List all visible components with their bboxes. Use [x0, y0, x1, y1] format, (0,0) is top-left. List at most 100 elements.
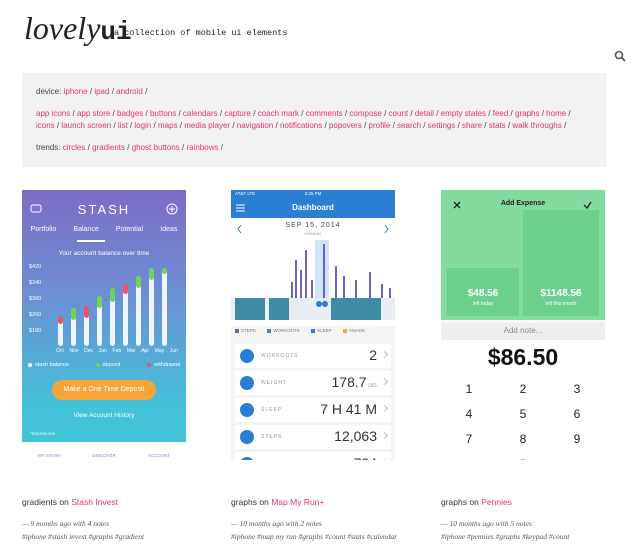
separator: /	[541, 109, 544, 118]
filter-link[interactable]: home	[546, 109, 567, 118]
row-label: SLEEP	[261, 407, 283, 413]
tag[interactable]: #count	[548, 532, 570, 541]
search-icon[interactable]	[614, 50, 626, 62]
row-icon	[240, 430, 254, 444]
tag[interactable]: #iphone	[231, 532, 256, 541]
filter-link[interactable]: popovers	[328, 121, 362, 130]
filter-link[interactable]: walk throughs	[512, 121, 562, 130]
filter-link[interactable]: app store	[76, 109, 111, 118]
separator: /	[392, 121, 395, 130]
nav-item: MY STASH	[37, 453, 61, 458]
date-arrows	[237, 224, 389, 234]
filter-link[interactable]: profile	[368, 121, 391, 130]
y-label: $260	[29, 312, 42, 318]
note-field: Add note...	[441, 322, 605, 340]
filter-link[interactable]: ipad	[94, 87, 110, 96]
screenshot[interactable]: AT&T LTE 2:25 PM Dashboard SEP 15, 2014 …	[231, 190, 395, 460]
tag[interactable]: #iphone	[22, 532, 47, 541]
filter-link[interactable]: gradients	[92, 143, 125, 152]
filter-link[interactable]: detail	[414, 109, 434, 118]
filter-link[interactable]: buttons	[149, 109, 177, 118]
y-label: $300	[29, 296, 42, 302]
filter-link[interactable]: media player	[184, 121, 231, 130]
tag[interactable]: #map my run	[257, 532, 297, 541]
date: SEP 15, 2014	[285, 222, 341, 229]
filter-link[interactable]: coach mark	[257, 109, 300, 118]
filter-link[interactable]: share	[462, 121, 483, 130]
months: Oct Nov Dec Jan Feb Mar Apr May Jun	[56, 348, 178, 354]
caption: graphs on Map My Run+	[231, 497, 324, 507]
close-icon	[453, 201, 461, 209]
screenshot[interactable]: STASH Portfolio Balance Potential Ideas You…	[22, 190, 186, 460]
filter-link[interactable]: search	[397, 121, 422, 130]
label: trends:	[36, 143, 61, 152]
separator: /	[344, 109, 348, 118]
meta: — 9 months ago with 4 notes	[22, 519, 110, 528]
key: 7	[465, 432, 473, 446]
app-link[interactable]: Pennies	[481, 497, 512, 507]
chart-title: Your account balance over time	[58, 250, 150, 257]
filter-link[interactable]: comments	[305, 109, 343, 118]
filter-link[interactable]: launch screen	[61, 121, 112, 130]
key: 4	[465, 407, 473, 421]
tag[interactable]: #count	[324, 532, 346, 541]
tag[interactable]: #gradient	[114, 532, 145, 541]
tag[interactable]: #keypad	[522, 532, 548, 541]
tag[interactable]: #graphs	[495, 532, 521, 541]
key: 5	[519, 407, 527, 421]
app-link[interactable]: Map My Run+	[271, 497, 325, 507]
separator: /	[275, 121, 278, 130]
meta: — 10 months ago with 5 notes	[441, 519, 532, 528]
filter-link[interactable]: compose	[349, 109, 382, 118]
on: on	[259, 497, 269, 507]
today-amount: $48.56	[467, 288, 499, 299]
tag[interactable]: #graphs	[88, 532, 114, 541]
activity-chart	[231, 240, 395, 326]
filter-link[interactable]: feed	[492, 109, 509, 118]
today-label: left today	[472, 301, 494, 307]
app-link[interactable]: Stash Invest	[71, 497, 118, 507]
filter-link[interactable]: badges	[117, 109, 144, 118]
filter-link[interactable]: stats	[488, 121, 506, 130]
separator: /	[436, 109, 439, 118]
filter-link[interactable]: list	[117, 121, 128, 130]
separator: /	[423, 121, 426, 130]
tag[interactable]: #stats	[347, 532, 365, 541]
separator: /	[220, 143, 223, 152]
key: 6	[573, 407, 581, 421]
filter-link[interactable]: icons	[36, 121, 55, 130]
separator: /	[219, 109, 223, 118]
filter-link[interactable]: empty states	[440, 109, 487, 118]
filter-link[interactable]: capture	[224, 109, 251, 118]
tag[interactable]: #pennies	[467, 532, 494, 541]
tag[interactable]: #calendar	[366, 532, 398, 541]
separator: /	[113, 121, 116, 130]
month: Feb	[112, 348, 122, 354]
filter-link[interactable]: count	[388, 109, 409, 118]
logo[interactable]: lovelyui	[24, 10, 132, 47]
meta: — 10 months ago with 2 notes	[231, 519, 322, 528]
filter-link[interactable]: notifications	[279, 121, 323, 130]
filter-link[interactable]: android	[116, 87, 143, 96]
filter-link[interactable]: maps	[158, 121, 178, 130]
separator: /	[301, 109, 304, 118]
tag[interactable]: #stash invest	[48, 532, 87, 541]
filter-link[interactable]: navigation	[236, 121, 274, 130]
filter-link[interactable]: graphs	[515, 109, 540, 118]
filter-link[interactable]: iphone	[63, 87, 88, 96]
tag[interactable]: #graphs	[298, 532, 324, 541]
filter-link[interactable]: rainbows	[186, 143, 219, 152]
filter-link[interactable]: ghost buttons	[131, 143, 180, 152]
screenshot[interactable]: Add Expense $48.56 left today $1148.56 l…	[441, 190, 605, 460]
filter-link[interactable]: circles	[62, 143, 86, 152]
filter-link[interactable]: app icons	[36, 109, 71, 118]
brand: STASH	[77, 202, 131, 217]
filter-link[interactable]: settings	[427, 121, 456, 130]
tag[interactable]: #iphone	[441, 532, 466, 541]
deposit-button: Make a One Time Deposit	[52, 380, 156, 400]
key: 8	[519, 432, 527, 446]
filter-link[interactable]: calendars	[182, 109, 218, 118]
legend-label: withdrawal	[154, 362, 180, 368]
filter-link[interactable]: login	[134, 121, 152, 130]
